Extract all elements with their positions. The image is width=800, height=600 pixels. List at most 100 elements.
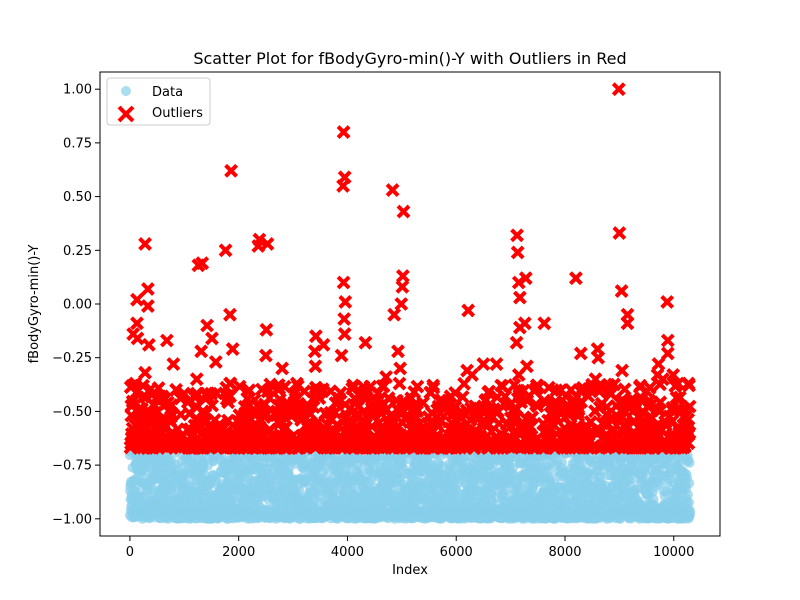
outlier-point xyxy=(541,421,556,436)
outlier-point xyxy=(579,419,594,434)
x-tick-label: 4000 xyxy=(331,545,364,560)
outlier-point xyxy=(262,382,277,397)
outlier-point xyxy=(224,163,239,178)
outlier-point xyxy=(591,350,606,365)
y-tick-label: 1.00 xyxy=(63,83,92,98)
outlier-point xyxy=(394,297,409,311)
y-tick-label: −0.75 xyxy=(52,459,92,474)
outlier-point xyxy=(223,376,238,391)
outlier-point xyxy=(166,357,181,372)
outlier-point xyxy=(130,316,144,331)
outlier-point xyxy=(451,406,466,421)
chart-title: Scatter Plot for fBodyGyro-min()-Y with … xyxy=(193,49,626,68)
outlier-point xyxy=(156,438,171,453)
x-tick-label: 0 xyxy=(126,545,134,560)
outlier-point xyxy=(217,435,231,450)
outlier-point xyxy=(419,432,434,447)
outlier-point xyxy=(674,436,689,451)
outlier-point xyxy=(336,178,351,193)
outlier-point xyxy=(150,414,165,428)
outlier-point xyxy=(129,436,144,451)
outlier-point xyxy=(212,417,227,432)
outlier-point xyxy=(617,382,632,397)
outlier-point xyxy=(303,416,318,431)
outlier-point xyxy=(381,421,396,436)
outlier-point xyxy=(507,439,522,454)
y-tick-label: 0.50 xyxy=(63,190,92,205)
outlier-point xyxy=(334,348,349,363)
outlier-point xyxy=(208,355,223,369)
y-tick-label: −0.25 xyxy=(52,351,92,366)
outlier-point xyxy=(287,387,302,402)
outlier-point xyxy=(346,378,361,393)
outlier-point xyxy=(379,370,394,384)
outlier-point xyxy=(356,379,371,394)
outlier-point xyxy=(665,414,680,428)
outlier-point xyxy=(510,228,525,243)
outlier-point xyxy=(313,423,328,438)
outlier-point xyxy=(645,410,659,425)
legend-data-marker xyxy=(121,86,131,96)
outlier-point xyxy=(125,421,140,436)
y-tick-label: 0.00 xyxy=(63,298,92,313)
outlier-point xyxy=(416,395,431,410)
outlier-point xyxy=(364,419,379,434)
outlier-point xyxy=(359,438,374,453)
outlier-point xyxy=(359,409,374,424)
outlier-point xyxy=(218,243,233,258)
outlier-point xyxy=(588,372,603,387)
outlier-point xyxy=(682,399,697,414)
outlier-point xyxy=(660,333,675,348)
outlier-point xyxy=(465,367,479,382)
outlier-point xyxy=(199,423,214,438)
legend-outliers-label: Outliers xyxy=(152,106,203,121)
data-point xyxy=(685,505,695,516)
outlier-point xyxy=(146,386,161,401)
outlier-point xyxy=(379,402,394,417)
outlier-point xyxy=(242,398,257,412)
outlier-point xyxy=(574,385,589,400)
outlier-point xyxy=(407,385,422,400)
outlier-point xyxy=(182,406,197,421)
data-point xyxy=(684,457,695,468)
outlier-layer xyxy=(123,82,697,455)
outlier-point xyxy=(478,404,493,419)
outlier-point xyxy=(626,415,640,430)
outlier-point xyxy=(615,363,630,378)
outlier-point xyxy=(407,400,422,415)
outlier-point xyxy=(366,404,381,419)
outlier-point xyxy=(541,380,556,395)
outlier-point xyxy=(387,307,402,322)
outlier-point xyxy=(260,236,275,251)
outlier-point xyxy=(611,82,626,97)
outlier-point xyxy=(498,389,513,404)
y-axis-label: fBodyGyro-min()-Y xyxy=(27,245,42,364)
outlier-point xyxy=(595,416,610,431)
outlier-point xyxy=(682,425,697,440)
outlier-point xyxy=(511,275,526,290)
outlier-point xyxy=(396,204,411,219)
outlier-point xyxy=(537,393,552,408)
y-tick-label: 0.25 xyxy=(63,244,92,259)
outlier-point xyxy=(232,379,247,394)
outlier-point xyxy=(343,434,358,449)
outlier-point xyxy=(666,367,681,382)
outlier-point xyxy=(299,436,314,451)
outlier-point xyxy=(672,390,687,405)
outlier-point xyxy=(225,342,240,357)
outlier-point xyxy=(489,357,504,372)
outlier-point xyxy=(281,397,296,412)
outlier-point xyxy=(396,433,411,448)
data-point xyxy=(294,485,305,496)
x-tick-label: 8000 xyxy=(548,545,581,560)
outlier-point xyxy=(204,386,218,401)
outlier-point xyxy=(337,312,352,326)
outlier-point xyxy=(455,390,470,404)
outlier-point xyxy=(671,376,685,391)
outlier-point xyxy=(489,406,504,421)
outlier-point xyxy=(385,183,400,198)
outlier-point xyxy=(520,431,535,446)
outlier-point xyxy=(395,279,410,294)
outlier-point xyxy=(259,322,274,337)
